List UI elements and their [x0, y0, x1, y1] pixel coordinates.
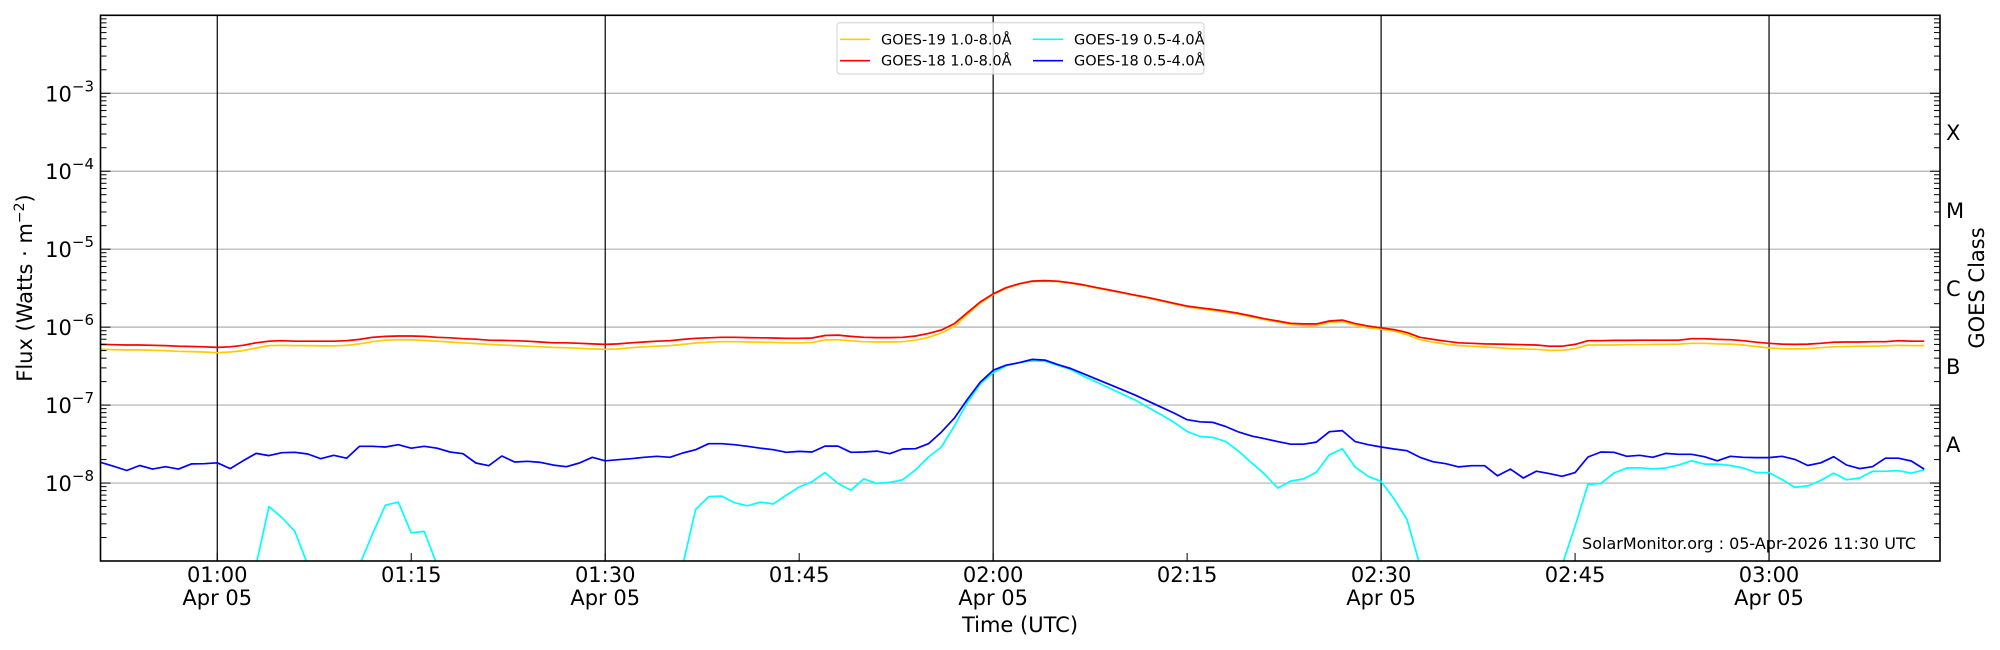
series-lines	[100, 279, 1925, 562]
y-axis-label: Flux (Watts · m−2)	[12, 194, 37, 382]
y-tick-base: 10	[45, 238, 72, 262]
x-tick-label: 01:30	[575, 563, 636, 587]
x-tick-label: 02:00	[963, 563, 1024, 587]
x-tick-label: 02:15	[1157, 563, 1218, 587]
goes-class-c: C	[1946, 277, 1961, 301]
x-tick-date-label: Apr 05	[182, 586, 252, 610]
y-tick-base: 10	[45, 82, 72, 106]
x-tick-date-label: Apr 05	[958, 586, 1028, 610]
watermark-annotation: SolarMonitor.org : 05-Apr-2026 11:30 UTC	[1582, 534, 1916, 553]
x-tick-date-label: Apr 05	[1346, 586, 1416, 610]
x-tick-label: 03:00	[1739, 563, 1800, 587]
series-line-1	[100, 279, 1925, 349]
vertical-hour-lines	[216, 15, 1770, 561]
y-axis-label-text: Flux (Watts · m	[13, 223, 37, 382]
y-tick-label: 10−4	[45, 155, 94, 184]
y-axis-label-exponent: −2	[12, 202, 28, 223]
y-tick-base: 10	[45, 472, 72, 496]
y-tick-base: 10	[45, 316, 72, 340]
x-axis-label: Time (UTC)	[961, 613, 1078, 637]
legend-label: GOES-19 0.5-4.0Å	[1074, 31, 1205, 48]
legend-label: GOES-18 0.5-4.0Å	[1074, 53, 1205, 70]
x-tick-date-label: Apr 05	[570, 586, 640, 610]
y-tick-label: 10−5	[45, 233, 94, 262]
x-tick-date-label: Apr 05	[1734, 586, 1804, 610]
goes-class-b: B	[1946, 355, 1960, 379]
goes-class-m: M	[1946, 199, 1964, 223]
y-tick-base: 10	[45, 394, 72, 418]
axis-ticks	[100, 18, 1940, 561]
y-tick-label: 10−8	[45, 467, 94, 496]
y-tick-label: 10−3	[45, 77, 94, 106]
x-tick-label: 01:00	[187, 563, 248, 587]
y-axis-label-end: )	[13, 194, 37, 202]
y-tick-exponent: −3	[72, 77, 94, 95]
y-tick-exponent: −7	[72, 389, 94, 407]
legend-label: GOES-18 1.0-8.0Å	[881, 53, 1012, 70]
y-tick-exponent: −5	[72, 233, 94, 251]
x-tick-label: 02:45	[1545, 563, 1606, 587]
x-tick-label: 02:30	[1351, 563, 1412, 587]
legend-label: GOES-19 1.0-8.0Å	[881, 31, 1012, 48]
y-tick-exponent: −8	[72, 467, 94, 485]
series-line-3	[100, 358, 1925, 479]
goes-class-labels: A B C M X	[1946, 121, 1964, 457]
y-tick-label: 10−7	[45, 389, 94, 418]
plot-frame	[99, 14, 1941, 562]
goes-class-a: A	[1946, 433, 1961, 457]
goes-class-x: X	[1946, 121, 1960, 145]
grid	[100, 92, 1940, 484]
x-tick-label: 01:45	[769, 563, 830, 587]
series-line-0	[100, 280, 1925, 354]
legend: GOES-19 1.0-8.0Å GOES-18 1.0-8.0Å GOES-19 …	[836, 22, 1205, 75]
right-axis-label: GOES Class	[1965, 227, 1989, 348]
x-tick-label: 01:15	[381, 563, 442, 587]
y-tick-label: 10−6	[45, 311, 94, 340]
legend-box	[836, 22, 1205, 75]
y-tick-exponent: −6	[72, 311, 94, 329]
y-tick-base: 10	[45, 160, 72, 184]
y-tick-exponent: −4	[72, 155, 94, 173]
